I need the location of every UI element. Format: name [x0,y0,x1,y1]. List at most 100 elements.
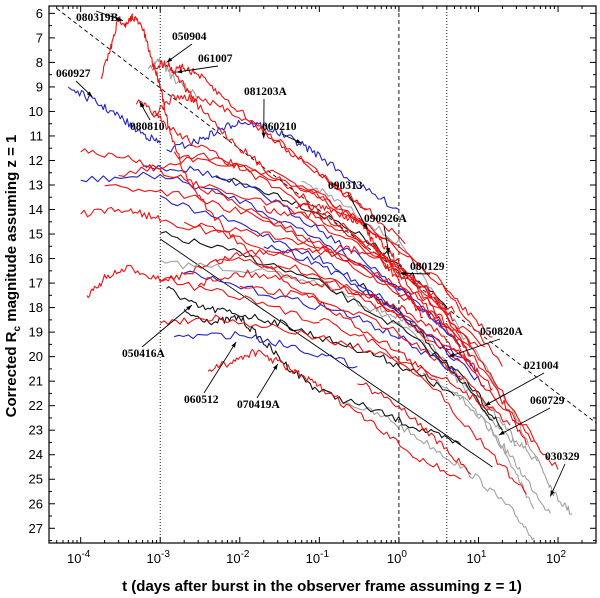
y-tick-label: 10 [29,104,43,119]
x-axis-title: t (days after burst in the observer fram… [122,578,522,595]
grb-label-080810: 080810 [130,121,165,133]
x-tick-label: 10-3 [147,549,171,566]
arrowhead-050904 [166,57,173,63]
arrow-061007 [176,65,219,73]
arrowhead-080810 [139,101,145,108]
arrowhead-070419A [273,364,278,370]
curve-081203A [152,93,406,245]
y-tick-label: 13 [29,178,43,193]
curve-060210 [166,119,400,210]
y-tick-label: 11 [30,128,44,143]
curve-080319B [100,13,438,382]
arrow-070419A [256,363,279,399]
grb-label-060210: 060210 [262,121,297,133]
arrowhead-060927 [86,91,93,97]
y-tick-label: 18 [29,300,43,315]
x-tick-exponent: -3 [161,549,170,560]
x-tick-exponent: 0 [401,549,407,560]
light-curves [67,13,573,541]
grb-label-050904: 050904 [172,31,207,43]
reference-line-0 [56,8,596,424]
curve-39 [319,317,527,495]
x-tick-base: 10 [226,551,240,566]
curve-050416A [166,286,455,397]
y-tick-label: 25 [29,472,43,487]
curve-021004 [374,303,517,447]
grb-label-090313: 090313 [328,180,363,192]
grb-label-070419A: 070419A [237,399,281,411]
y-axis-title-main: Corrected R [3,331,20,417]
x-tick-label: 102 [546,549,566,566]
curve-080129 [160,244,472,362]
curve-37 [263,205,535,441]
curve-060927 [67,86,161,144]
x-tick-exponent: -1 [320,549,329,560]
grb-label-081203A: 081203A [244,86,288,98]
x-axis-ticks: 10-4 10-3 10-2 10-1 100 101 102 [48,6,597,566]
y-axis-title: Corrected Rc magnitude assuming z = 1 [3,135,23,418]
arrowhead-050820A [448,352,455,357]
curve-28 [80,206,462,362]
curve-050904 [152,60,455,322]
grb-label-080319B: 080319B [76,12,119,24]
curve-41 [343,402,535,541]
arrowhead-060512 [231,341,237,348]
curve-30 [86,264,320,324]
x-tick-exponent: 2 [560,549,566,560]
x-tick-base: 10 [387,551,401,566]
y-tick-label: 24 [29,447,43,462]
grb-label-060512: 060512 [184,394,219,406]
arrow-050820A [448,338,501,358]
y-tick-label: 7 [36,30,43,45]
grb-label-050416A: 050416A [122,348,166,360]
curve-35 [198,184,527,446]
grb-label-080129: 080129 [410,261,445,273]
y-tick-label: 17 [29,276,43,291]
x-tick-label: 10-2 [226,549,250,566]
grb-label-060729: 060729 [530,395,565,407]
arrow-030329 [549,463,566,497]
arrowhead-090926A [385,247,391,254]
grb-label-061007: 061007 [198,53,233,65]
y-tick-label: 14 [29,202,43,217]
curve-080810 [135,99,455,313]
reference-decay-lines [56,8,596,468]
curve-22 [174,331,358,369]
arrow-060512 [203,341,237,394]
curve-38 [215,256,559,470]
vertical-reference-lines [159,6,448,543]
y-tick-label: 9 [36,79,43,94]
curve-26 [357,282,503,431]
y-tick-label: 22 [29,398,43,413]
y-axis-ticks: 6 7 8 9 10 11 12 13 14 15 16 17 18 19 20 21 22 23 24 25 26 27 [29,6,596,542]
arrowhead-081203A [261,132,266,139]
x-tick-base: 10 [306,551,320,566]
curve-25 [160,231,493,421]
grb-label-050820A: 050820A [480,326,524,338]
arrowhead-060210 [295,139,302,144]
curve-31 [118,152,503,367]
curve-32 [173,151,493,338]
grb-label-060927: 060927 [56,68,91,80]
curve-40 [357,382,472,475]
x-tick-label: 10-4 [67,549,91,566]
curve-19 [80,171,455,338]
x-tick-exponent: -2 [241,549,250,560]
y-tick-label: 23 [29,423,43,438]
curve-17 [147,57,199,98]
grb-label-021004: 021004 [524,360,559,372]
arrowhead-061007 [176,69,183,74]
reference-line-1 [159,238,493,468]
y-tick-label: 6 [36,6,43,21]
x-tick-base: 10 [546,551,560,566]
curve-070419A [207,348,462,480]
y-tick-label: 21 [29,374,43,389]
y-tick-label: 26 [29,496,43,511]
x-tick-label: 10-1 [306,549,330,566]
arrow-060729 [498,407,551,436]
plot-frame [48,5,597,544]
curve-27 [80,148,472,348]
arrow-021004 [484,372,545,407]
x-tick-base: 10 [67,551,81,566]
arrow-050416A [141,304,193,348]
